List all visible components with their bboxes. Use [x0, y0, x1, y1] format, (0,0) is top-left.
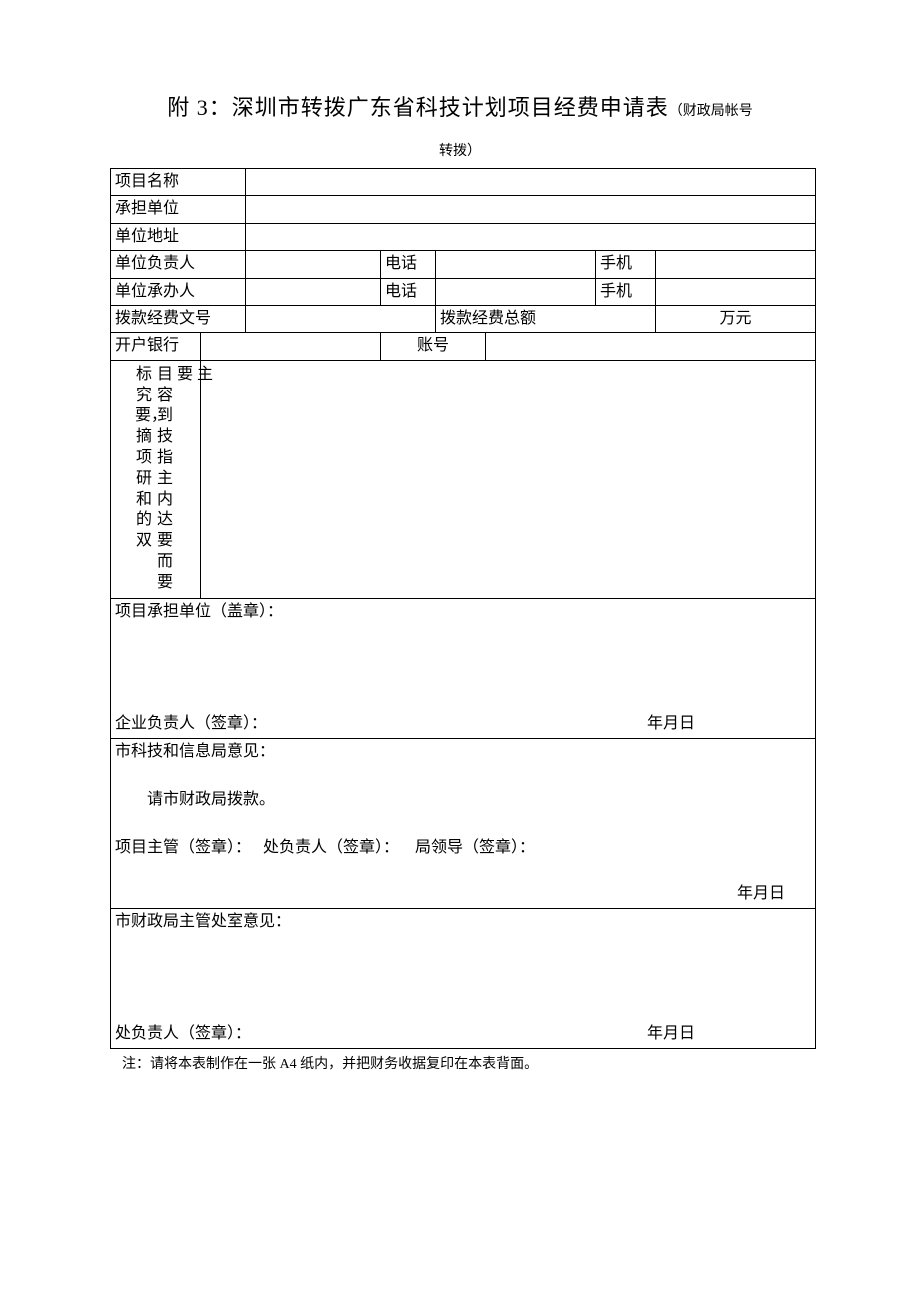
label-unit-leader: 单位负责人	[111, 251, 246, 278]
label-mobile-2: 手机	[596, 278, 656, 305]
section-finance-bureau[interactable]: 市财政局主管处室意见： 处负责人（签章）： 年月日	[111, 908, 816, 1048]
row-summary: 标究要，摘项研和的双 目容到技指主内达要而要 要 主	[111, 360, 816, 598]
label-fund-doc: 拨款经费文号	[111, 305, 246, 332]
row-tech-bureau: 市科技和信息局意见： 请市财政局拨款。 项目主管（签章）： 处负责人（签章）： …	[111, 738, 816, 908]
title-block: 附 3：深圳市转拨广东省科技计划项目经费申请表（财政局帐号 转拨）	[110, 90, 810, 160]
field-account[interactable]	[486, 333, 816, 360]
row-unit-leader: 单位负责人 电话 手机	[111, 251, 816, 278]
title-suffix: （财政局帐号	[669, 104, 753, 119]
label-project-name: 项目名称	[111, 169, 246, 196]
field-bank[interactable]	[201, 333, 381, 360]
label-request-finance: 请市财政局拨款。	[115, 789, 811, 811]
field-project-name[interactable]	[246, 169, 816, 196]
date-2: 年月日	[737, 883, 785, 905]
label-bureau-leader-sign: 局领导（签章）：	[415, 839, 535, 856]
field-unit-handler[interactable]	[246, 278, 381, 305]
title-main: 附 3：深圳市转拨广东省科技计划项目经费申请表	[167, 95, 669, 120]
sign-line: 项目主管（签章）： 处负责人（签章）： 局领导（签章）：	[115, 837, 811, 859]
label-unit-address: 单位地址	[111, 223, 246, 250]
field-phone-1[interactable]	[436, 251, 596, 278]
label-account: 账号	[381, 333, 486, 360]
label-fund-total: 拨款经费总额	[436, 305, 656, 332]
field-undertake-unit[interactable]	[246, 196, 816, 223]
label-dept-leader-sign2: 处负责人（签章）：	[115, 1023, 251, 1045]
label-unit-handler: 单位承办人	[111, 278, 246, 305]
field-unit-leader[interactable]	[246, 251, 381, 278]
label-leader-sign: 企业负责人（签章）：	[115, 713, 267, 735]
row-bank: 开户银行 账号	[111, 333, 816, 360]
label-summary: 标究要，摘项研和的双 目容到技指主内达要而要 要 主	[111, 360, 201, 598]
summary-col-4: 主	[197, 365, 213, 594]
label-finance-opinion: 市财政局主管处室意见：	[115, 911, 811, 933]
label-tech-opinion: 市科技和信息局意见：	[115, 741, 811, 763]
title-sub: 转拨）	[110, 140, 810, 160]
field-fund-total[interactable]: 万元	[656, 305, 816, 332]
label-wanyuan: 万元	[720, 310, 752, 327]
field-mobile-2[interactable]	[656, 278, 816, 305]
row-unit-seal: 项目承担单位（盖章）： 企业负责人（签章）： 年月日	[111, 598, 816, 738]
label-pm-sign: 项目主管（签章）：	[115, 839, 251, 856]
application-form: 项目名称 承担单位 单位地址 单位负责人 电话 手机 单位承办人 电话 手机 拨…	[110, 168, 816, 1049]
label-bank: 开户银行	[111, 333, 201, 360]
date-3: 年月日	[647, 1023, 695, 1045]
field-mobile-1[interactable]	[656, 251, 816, 278]
summary-col-1: 标究要，摘项研和的双	[135, 365, 153, 594]
field-phone-2[interactable]	[436, 278, 596, 305]
field-unit-address[interactable]	[246, 223, 816, 250]
label-phone-1: 电话	[381, 251, 436, 278]
section-unit-seal[interactable]: 项目承担单位（盖章）： 企业负责人（签章）： 年月日	[111, 598, 816, 738]
row-fund-doc: 拨款经费文号 拨款经费总额 万元	[111, 305, 816, 332]
field-summary[interactable]	[201, 360, 816, 598]
label-phone-2: 电话	[381, 278, 436, 305]
row-finance-bureau: 市财政局主管处室意见： 处负责人（签章）： 年月日	[111, 908, 816, 1048]
date-1: 年月日	[647, 713, 695, 735]
row-project-name: 项目名称	[111, 169, 816, 196]
footnote: 注：请将本表制作在一张 A4 纸内，并把财务收据复印在本表背面。	[110, 1053, 810, 1073]
label-unit-seal: 项目承担单位（盖章）：	[115, 601, 811, 623]
summary-col-2: 目容到技指主内达要而要	[157, 365, 173, 594]
row-unit-address: 单位地址	[111, 223, 816, 250]
label-mobile-1: 手机	[596, 251, 656, 278]
section-tech-bureau[interactable]: 市科技和信息局意见： 请市财政局拨款。 项目主管（签章）： 处负责人（签章）： …	[111, 738, 816, 908]
label-undertake-unit: 承担单位	[111, 196, 246, 223]
summary-col-3: 要	[177, 365, 193, 594]
row-unit-handler: 单位承办人 电话 手机	[111, 278, 816, 305]
label-dept-leader-sign: 处负责人（签章）：	[263, 839, 399, 856]
field-fund-doc[interactable]	[246, 305, 436, 332]
row-undertake-unit: 承担单位	[111, 196, 816, 223]
